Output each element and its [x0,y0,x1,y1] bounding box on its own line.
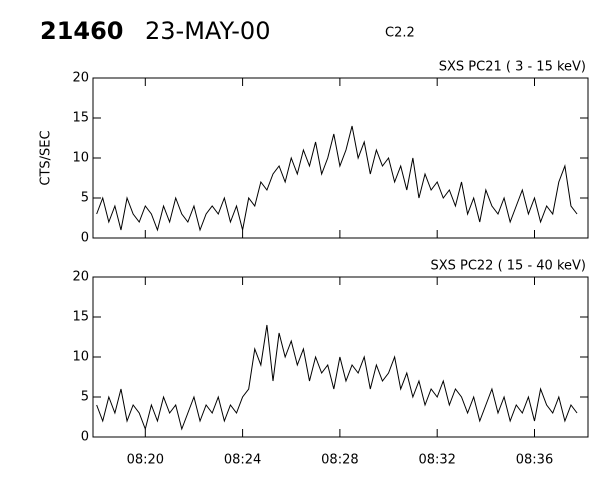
plot-frame [92,276,589,438]
y-axis-label: CTS/SEC [39,130,54,185]
x-tick-label: 08:20 [127,453,164,468]
y-tick-label: 15 [72,310,89,325]
y-tick-label: 20 [72,71,89,86]
x-tick-label: 08:32 [418,453,455,468]
signal-line [96,125,578,232]
signal-line [96,324,578,431]
y-tick-label: 0 [81,430,89,445]
event-id: 21460 [40,17,124,45]
y-tick-label: 15 [72,111,89,126]
panel-title: SXS PC22 ( 15 - 40 keV) [430,259,586,274]
y-tick-label: 5 [81,390,89,405]
y-tick-label: 10 [72,350,89,365]
date: 23-MAY-00 [145,17,270,45]
flare-class: C2.2 [385,26,415,41]
x-tick-label: 08:28 [321,453,358,468]
panel-title: SXS PC21 ( 3 - 15 keV) [439,60,586,75]
x-tick-label: 08:36 [516,453,553,468]
y-tick-label: 5 [81,191,89,206]
x-tick-label: 08:24 [224,453,261,468]
y-tick-label: 20 [72,270,89,285]
plot-frame [92,77,589,239]
y-tick-label: 0 [81,231,89,246]
y-tick-label: 10 [72,151,89,166]
